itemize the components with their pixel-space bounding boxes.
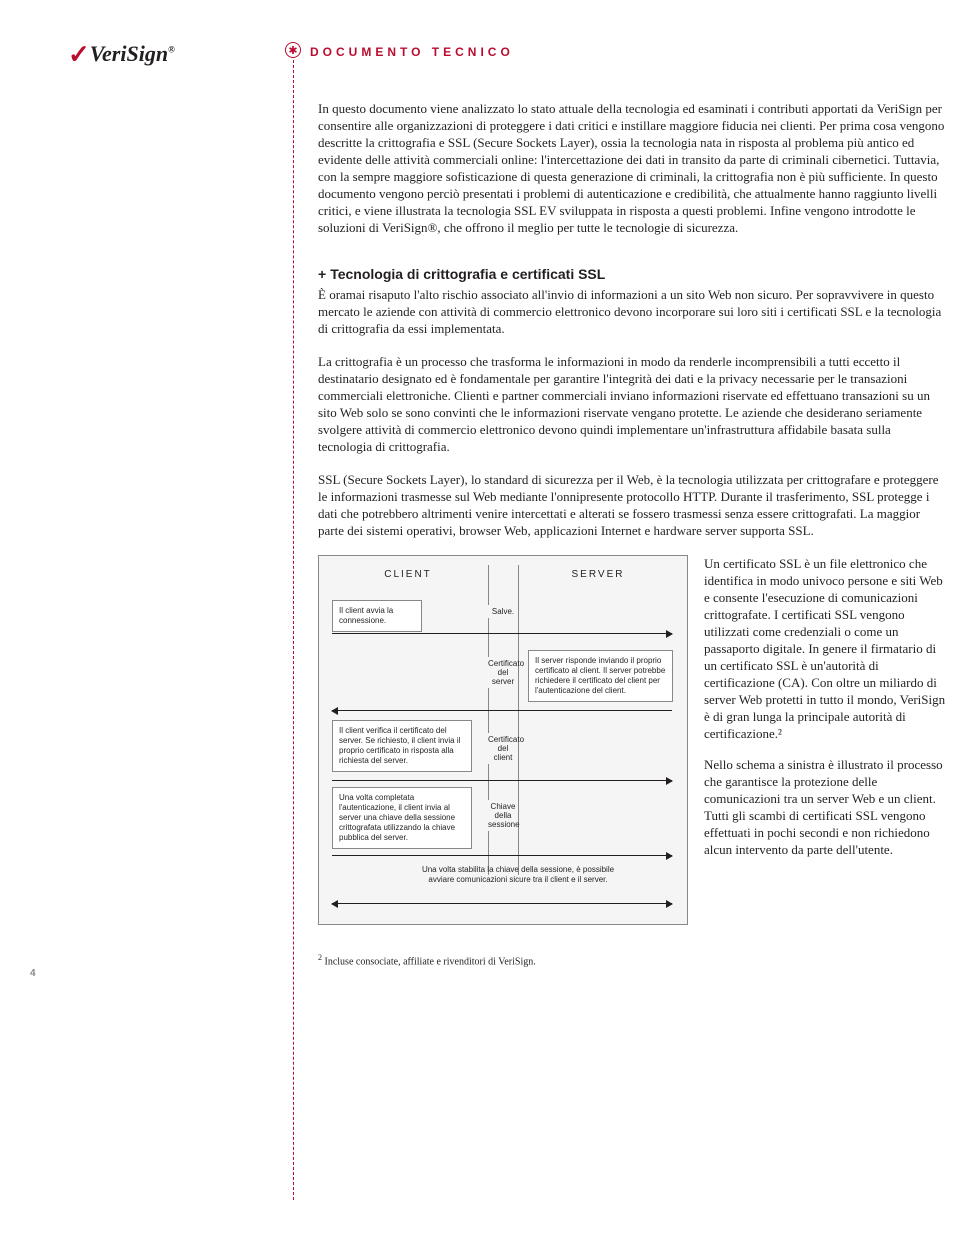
diagram-step3-client: Il client verifica il certificato del se… xyxy=(332,720,472,772)
diagram-step2-server: Il server risponde inviando il proprio c… xyxy=(528,650,673,702)
intro-paragraph: In questo documento viene analizzato lo … xyxy=(318,100,946,236)
diagram-arrow2 xyxy=(332,710,672,711)
diagram-arrow3 xyxy=(332,780,672,781)
logo: ✓VeriSign® xyxy=(68,38,175,68)
diagram-step1-mid: Salve. xyxy=(488,605,518,618)
side-p1: Un certificato SSL è un file elettronico… xyxy=(704,555,946,742)
diagram-step4-client: Una volta completata l'autenticazione, i… xyxy=(332,787,472,849)
diagram-step2-mid: Certificato del server xyxy=(488,657,518,688)
diagram-final-text: Una volta stabilita la chiave della sess… xyxy=(418,865,618,885)
doc-type-label: DOCUMENTO TECNICO xyxy=(310,45,514,59)
diagram-server-header: SERVER xyxy=(528,569,668,580)
page-number: 4 xyxy=(30,968,36,979)
section-title-text: Tecnologia di crittografia e certificati… xyxy=(330,266,605,282)
dashed-rule xyxy=(293,60,294,1200)
star-bullet-icon: ✱ xyxy=(285,42,301,58)
diagram-arrow4 xyxy=(332,855,672,856)
diagram-arrow1 xyxy=(332,633,672,634)
diagram-client-header: CLIENT xyxy=(338,569,478,580)
logo-reg: ® xyxy=(168,45,175,55)
diagram-arrow-final xyxy=(332,903,672,904)
diagram-step4-mid: Chiave della sessione xyxy=(488,800,518,831)
page: ✓VeriSign® ✱ DOCUMENTO TECNICO In questo… xyxy=(0,0,960,1007)
logo-check-icon: ✓ xyxy=(68,40,90,69)
section-title: +Tecnologia di crittografia e certificat… xyxy=(318,266,946,282)
logo-text: VeriSign xyxy=(90,41,168,66)
section1-p2: La crittografia è un processo che trasfo… xyxy=(318,353,946,455)
ssl-diagram: CLIENT SERVER Il client avvia la conness… xyxy=(318,555,688,925)
diagram-row: CLIENT SERVER Il client avvia la conness… xyxy=(318,555,946,925)
content-column: In questo documento viene analizzato lo … xyxy=(318,100,946,967)
footnote-text: Incluse consociate, affiliate e rivendit… xyxy=(325,956,536,967)
footnote-num: 2 xyxy=(318,953,322,962)
footnote: 2 Incluse consociate, affiliate e rivend… xyxy=(318,953,946,967)
diagram-step3-mid: Certificato del client xyxy=(488,733,518,764)
section1-p3: SSL (Secure Sockets Layer), lo standard … xyxy=(318,471,946,539)
side-text: Un certificato SSL è un file elettronico… xyxy=(704,555,946,925)
side-p2: Nello schema a sinistra è illustrato il … xyxy=(704,756,946,858)
plus-icon: + xyxy=(318,266,326,282)
diagram-step1-client: Il client avvia la connessione. xyxy=(332,600,422,632)
section1-p1: È oramai risaputo l'alto rischio associa… xyxy=(318,286,946,337)
